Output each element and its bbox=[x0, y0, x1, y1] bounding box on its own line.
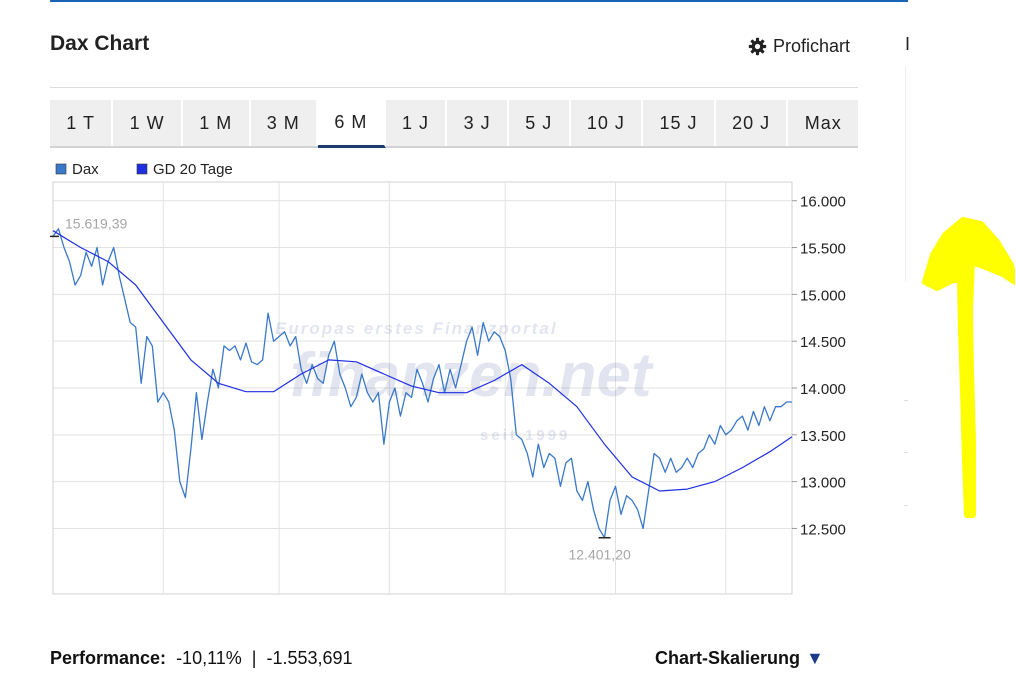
dax-line bbox=[52, 228, 792, 539]
y-tick-label: 15.500 bbox=[800, 241, 846, 258]
sidebar-divider bbox=[905, 66, 906, 281]
triangle-down-icon: ▼ bbox=[806, 648, 824, 668]
watermark-brand: finanzen.net bbox=[290, 341, 654, 410]
top-accent-line bbox=[50, 0, 908, 2]
watermark-since: seit 1999 bbox=[480, 427, 570, 444]
legend-label: GD 20 Tage bbox=[153, 161, 233, 178]
y-tick-label: 15.000 bbox=[800, 287, 846, 304]
tab-max[interactable]: Max bbox=[804, 112, 842, 133]
annotation-label: 15.619,39 bbox=[65, 215, 127, 231]
y-tick-label: 13.500 bbox=[800, 428, 846, 445]
watermark-tagline: Europas erstes Finanzportal bbox=[275, 319, 558, 338]
y-tick-label: 12.500 bbox=[800, 521, 846, 538]
legend-swatch bbox=[136, 163, 148, 175]
annotation-arrow-icon bbox=[922, 217, 1015, 518]
performance-separator: | bbox=[251, 648, 257, 668]
y-tick-label: 13.000 bbox=[800, 475, 846, 492]
header-divider bbox=[50, 87, 858, 88]
sidebar-fragment: I bbox=[905, 34, 911, 54]
tab-3j[interactable]: 3 J bbox=[447, 100, 509, 146]
page-title: Dax Chart bbox=[50, 32, 150, 55]
dax-chart: 12.500 13.000 13.500 14.000 14.500 15.000 15.5… bbox=[47, 158, 860, 615]
chart-svg: 12.500 13.000 13.500 14.000 14.500 15.000 15.5… bbox=[47, 161, 846, 615]
performance-percent: -10,11% bbox=[176, 648, 242, 668]
performance-absolute: -1.553,691 bbox=[266, 648, 353, 668]
chart-legend: Dax GD 20 Tage bbox=[55, 161, 233, 178]
sidebar-divider bbox=[904, 452, 908, 453]
performance-summary: Performance: -10,11% | -1.553,691 bbox=[50, 648, 353, 669]
profichart-link[interactable]: Profichart bbox=[748, 36, 850, 57]
chart-scaling-dropdown[interactable]: Chart-Skalierung ▼ bbox=[655, 648, 824, 669]
tab-20j[interactable]: 20 J bbox=[716, 100, 789, 146]
tab-1w[interactable]: 1 W bbox=[113, 100, 183, 146]
chart-scaling-label: Chart-Skalierung bbox=[655, 648, 801, 668]
y-tick-label: 14.500 bbox=[800, 334, 846, 351]
legend-label: Dax bbox=[72, 161, 99, 178]
sidebar-divider bbox=[904, 505, 908, 506]
tab-5j[interactable]: 5 J bbox=[509, 100, 571, 146]
legend-swatch bbox=[55, 163, 67, 175]
y-tick-label: 14.000 bbox=[800, 381, 846, 398]
tab-1m[interactable]: 1 M bbox=[183, 100, 251, 146]
gear-icon bbox=[748, 37, 767, 56]
tab-15j[interactable]: 15 J bbox=[643, 100, 716, 146]
annotation-label: 12.401,20 bbox=[568, 547, 630, 563]
tab-1j[interactable]: 1 J bbox=[386, 100, 448, 146]
tab-3m[interactable]: 3 M bbox=[251, 100, 319, 146]
y-tick-label: 16.000 bbox=[800, 194, 846, 211]
tab-1t[interactable]: 1 T bbox=[50, 100, 114, 146]
watermark: Europas erstes Finanzportal finanzen.net s… bbox=[275, 319, 654, 444]
tab-10j[interactable]: 10 J bbox=[571, 100, 644, 146]
sidebar-divider bbox=[904, 400, 908, 401]
performance-label: Performance: bbox=[50, 648, 167, 668]
gd20-line bbox=[52, 230, 793, 492]
profichart-label: Profichart bbox=[773, 36, 851, 56]
tab-6m[interactable]: 6 M bbox=[318, 100, 386, 148]
